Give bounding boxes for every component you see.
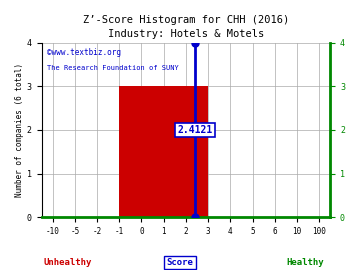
Text: Unhealthy: Unhealthy: [43, 258, 91, 266]
Text: ©www.textbiz.org: ©www.textbiz.org: [47, 48, 121, 57]
Title: Z’-Score Histogram for CHH (2016)
Industry: Hotels & Motels: Z’-Score Histogram for CHH (2016) Indust…: [83, 15, 289, 39]
Bar: [119, 86, 208, 217]
Text: The Research Foundation of SUNY: The Research Foundation of SUNY: [47, 65, 179, 71]
Y-axis label: Number of companies (6 total): Number of companies (6 total): [15, 63, 24, 197]
Text: Healthy: Healthy: [286, 258, 324, 266]
Text: 2.4121: 2.4121: [177, 125, 213, 135]
Text: Score: Score: [167, 258, 193, 266]
